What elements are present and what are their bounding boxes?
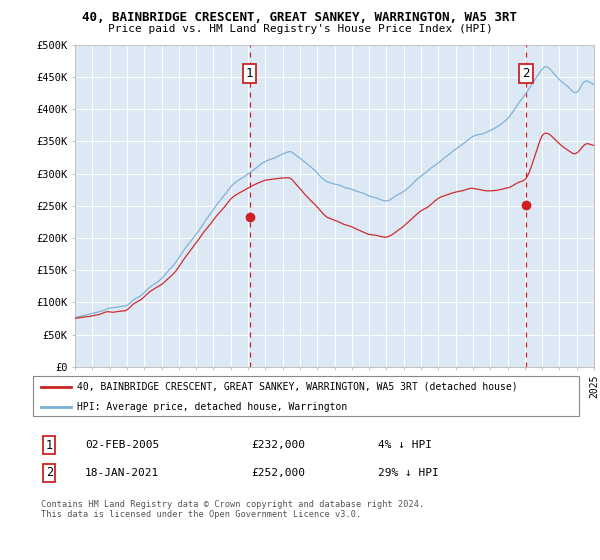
Text: Price paid vs. HM Land Registry's House Price Index (HPI): Price paid vs. HM Land Registry's House … xyxy=(107,24,493,34)
Text: 2: 2 xyxy=(522,67,529,80)
Text: 40, BAINBRIDGE CRESCENT, GREAT SANKEY, WARRINGTON, WA5 3RT: 40, BAINBRIDGE CRESCENT, GREAT SANKEY, W… xyxy=(83,11,517,24)
Text: 4% ↓ HPI: 4% ↓ HPI xyxy=(378,440,432,450)
Text: 1: 1 xyxy=(46,438,53,451)
Text: 02-FEB-2005: 02-FEB-2005 xyxy=(85,440,160,450)
Text: £232,000: £232,000 xyxy=(251,440,305,450)
FancyBboxPatch shape xyxy=(33,376,579,417)
Text: HPI: Average price, detached house, Warrington: HPI: Average price, detached house, Warr… xyxy=(77,402,347,412)
Text: £252,000: £252,000 xyxy=(251,468,305,478)
Text: Contains HM Land Registry data © Crown copyright and database right 2024.
This d: Contains HM Land Registry data © Crown c… xyxy=(41,500,424,520)
Text: 1: 1 xyxy=(246,67,253,80)
Text: 18-JAN-2021: 18-JAN-2021 xyxy=(85,468,160,478)
Text: 2: 2 xyxy=(46,466,53,479)
Text: 29% ↓ HPI: 29% ↓ HPI xyxy=(378,468,439,478)
Text: 40, BAINBRIDGE CRESCENT, GREAT SANKEY, WARRINGTON, WA5 3RT (detached house): 40, BAINBRIDGE CRESCENT, GREAT SANKEY, W… xyxy=(77,382,518,392)
